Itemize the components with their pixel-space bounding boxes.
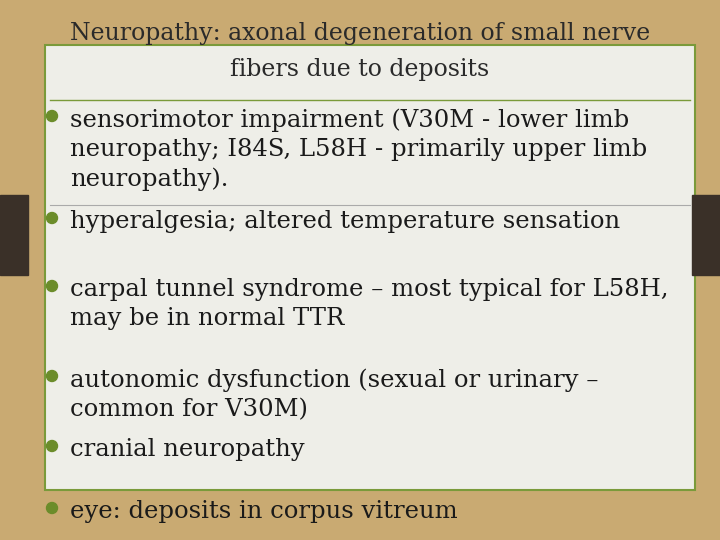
FancyBboxPatch shape [45, 45, 695, 490]
Circle shape [47, 441, 58, 451]
Text: eye: deposits in corpus vitreum: eye: deposits in corpus vitreum [70, 500, 458, 523]
Text: hyperalgesia; altered temperature sensation: hyperalgesia; altered temperature sensat… [70, 210, 620, 233]
Circle shape [47, 213, 58, 224]
Bar [692, 195, 720, 275]
Text: autonomic dysfunction (sexual or urinary –
common for V30M): autonomic dysfunction (sexual or urinary… [70, 368, 598, 421]
Text: carpal tunnel syndrome – most typical for L58H,
may be in normal TTR: carpal tunnel syndrome – most typical fo… [70, 278, 668, 330]
Text: cranial neuropathy: cranial neuropathy [70, 438, 305, 461]
Circle shape [47, 111, 58, 122]
Text: fibers due to deposits: fibers due to deposits [230, 58, 490, 81]
Circle shape [47, 503, 58, 514]
Text: sensorimotor impairment (V30M - lower limb
neuropathy; I84S, L58H - primarily up: sensorimotor impairment (V30M - lower li… [70, 108, 647, 191]
Bar [0, 195, 28, 275]
Text: Neuropathy: axonal degeneration of small nerve: Neuropathy: axonal degeneration of small… [70, 22, 650, 45]
Circle shape [47, 370, 58, 381]
Circle shape [47, 280, 58, 292]
